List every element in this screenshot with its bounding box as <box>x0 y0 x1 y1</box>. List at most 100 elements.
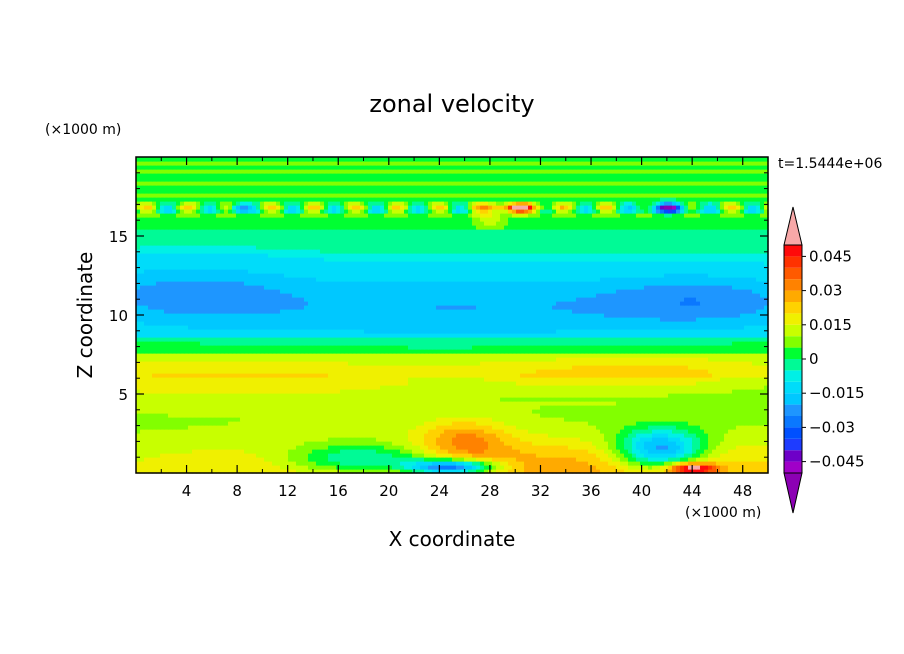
field-cell <box>532 465 537 470</box>
field-cell <box>404 397 409 402</box>
field-cell <box>756 405 761 410</box>
field-cell <box>608 389 613 394</box>
field-cell <box>336 393 341 398</box>
field-cell <box>584 381 589 386</box>
field-cell <box>292 405 297 410</box>
field-cell <box>728 413 733 418</box>
field-cell <box>684 369 689 374</box>
field-cell <box>416 397 421 402</box>
field-cell <box>204 389 209 394</box>
field-cell <box>516 417 521 422</box>
field-cell <box>688 429 693 434</box>
field-cell <box>680 449 685 454</box>
field-cell <box>340 397 345 402</box>
field-cell <box>600 357 605 362</box>
field-cell <box>224 441 229 446</box>
field-cell <box>264 357 269 362</box>
field-cell <box>440 441 445 446</box>
field-cell <box>456 353 461 358</box>
field-cell <box>232 349 237 354</box>
field-cell <box>592 469 597 474</box>
field-cell <box>236 425 241 430</box>
field-cell <box>336 357 341 362</box>
field-cell <box>748 445 753 450</box>
field-cell <box>616 409 621 414</box>
field-cell <box>636 441 641 446</box>
field-cell <box>432 349 437 354</box>
field-cell <box>468 445 473 450</box>
field-cell <box>360 413 365 418</box>
field-cell <box>492 445 497 450</box>
field-cell <box>596 453 601 458</box>
field-cell <box>384 397 389 402</box>
field-cell <box>520 365 525 370</box>
field-cell <box>720 437 725 442</box>
field-cell <box>276 381 281 386</box>
field-cell <box>712 417 717 422</box>
field-cell <box>412 401 417 406</box>
field-cell <box>644 409 649 414</box>
field-cell <box>420 345 425 350</box>
field-cell <box>384 349 389 354</box>
field-cell <box>296 361 301 366</box>
field-cell <box>160 453 165 458</box>
field-cell <box>648 357 653 362</box>
field-cell <box>588 373 593 378</box>
field-cell <box>376 369 381 374</box>
field-cell <box>556 365 561 370</box>
field-cell <box>728 401 733 406</box>
field-cell <box>464 397 469 402</box>
field-cell <box>592 381 597 386</box>
field-cell <box>184 449 189 454</box>
field-cell <box>668 369 673 374</box>
field-cell <box>716 385 721 390</box>
field-cell <box>468 421 473 426</box>
field-cell <box>488 421 493 426</box>
field-cell <box>620 381 625 386</box>
field-cell <box>252 345 257 350</box>
field-cell <box>548 357 553 362</box>
field-cell <box>188 433 193 438</box>
field-cell <box>596 417 601 422</box>
field-cell <box>536 421 541 426</box>
field-cell <box>584 397 589 402</box>
field-cell <box>332 445 337 450</box>
field-cell <box>564 421 569 426</box>
field-cell <box>624 469 629 474</box>
field-cell <box>600 441 605 446</box>
field-cell <box>284 409 289 414</box>
field-cell <box>672 377 677 382</box>
field-cell <box>240 377 245 382</box>
field-cell <box>652 353 657 358</box>
field-cell <box>448 361 453 366</box>
field-cell <box>676 373 681 378</box>
field-cell <box>564 461 569 466</box>
field-cell <box>564 469 569 474</box>
field-cell <box>424 345 429 350</box>
field-cell <box>536 377 541 382</box>
field-cell <box>460 469 465 474</box>
field-cell <box>732 393 737 398</box>
field-cell <box>676 385 681 390</box>
field-cell <box>196 441 201 446</box>
field-cell <box>400 457 405 462</box>
field-cell <box>728 453 733 458</box>
field-cell <box>728 393 733 398</box>
field-cell <box>716 349 721 354</box>
field-cell <box>572 433 577 438</box>
field-cell <box>136 345 141 350</box>
field-cell <box>240 433 245 438</box>
field-cell <box>452 469 457 474</box>
field-cell <box>372 465 377 470</box>
field-cell <box>440 369 445 374</box>
field-cell <box>232 453 237 458</box>
field-cell <box>756 381 761 386</box>
field-cell <box>432 393 437 398</box>
field-cell <box>312 349 317 354</box>
field-cell <box>508 397 513 402</box>
field-cell <box>384 377 389 382</box>
field-cell <box>328 453 333 458</box>
field-cell <box>340 389 345 394</box>
field-cell <box>364 421 369 426</box>
field-cell <box>348 433 353 438</box>
